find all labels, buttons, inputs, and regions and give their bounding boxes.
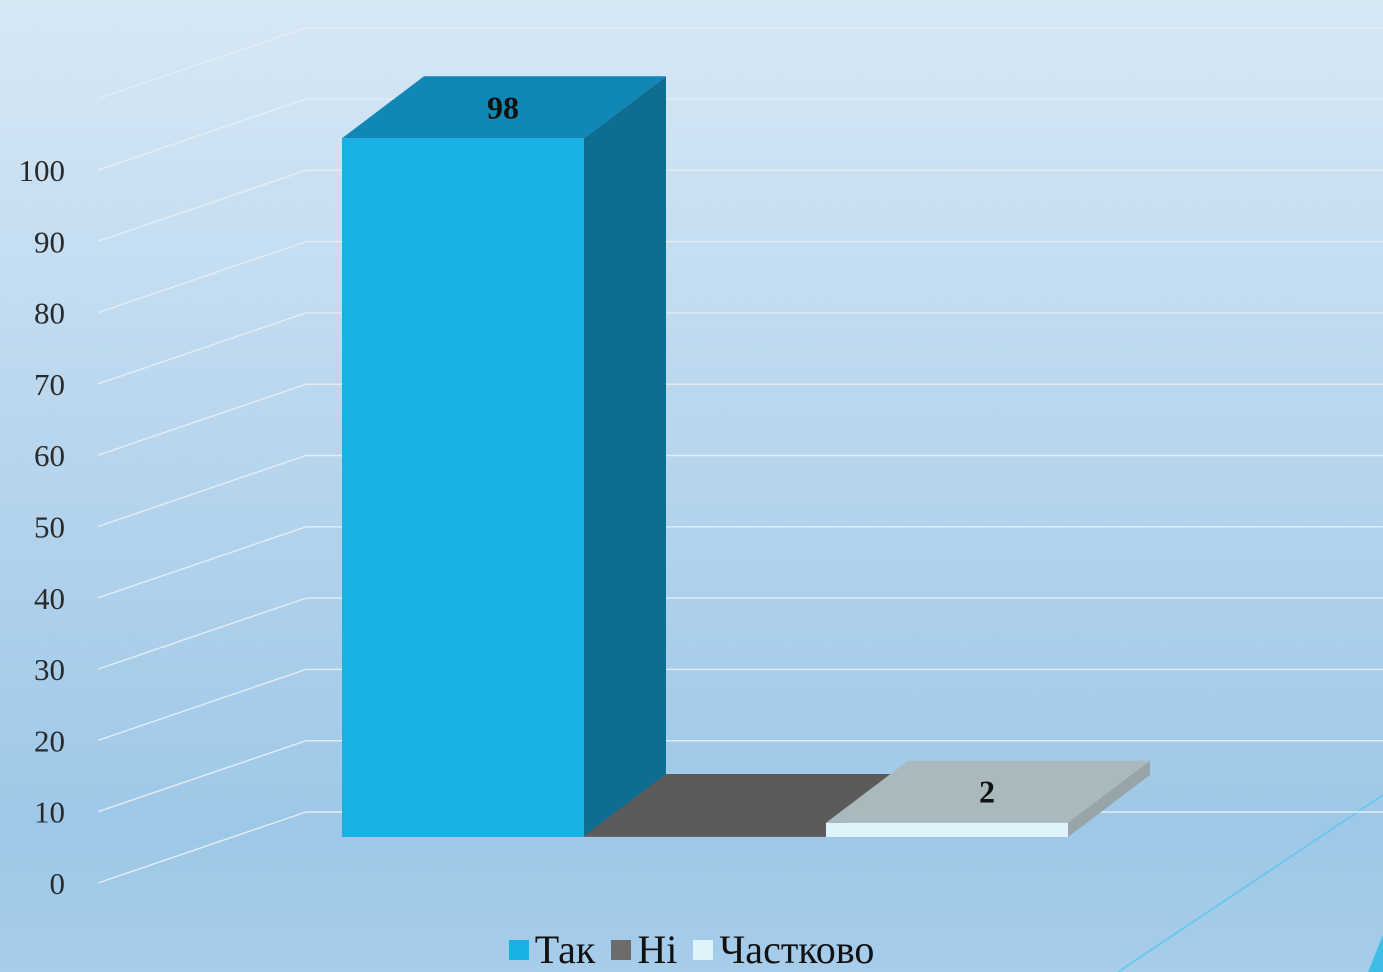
y-tick-label: 60 <box>34 438 65 473</box>
y-axis-ticks: 0 10 20 30 40 50 60 70 80 90 100 <box>19 153 66 901</box>
chart-background-decoration <box>1117 794 1383 972</box>
legend-swatch-chastkovo <box>693 940 714 960</box>
bar-side <box>584 76 666 837</box>
legend-label-ni: Ні <box>637 927 678 972</box>
legend-swatch-ni <box>611 940 632 960</box>
gridline-side <box>97 668 307 742</box>
bars <box>342 76 1150 837</box>
bar-front <box>342 138 584 837</box>
gridline-side <box>97 383 307 456</box>
legend-label-tak: Так <box>534 927 596 972</box>
corner-accent-line <box>1117 794 1383 972</box>
gridline-side <box>97 526 307 599</box>
gridline-side <box>97 597 307 670</box>
gridlines <box>97 27 1383 884</box>
y-tick-label: 80 <box>34 296 65 331</box>
y-tick-label: 100 <box>19 153 66 188</box>
bar-top <box>826 760 1150 823</box>
gridline-side <box>97 454 307 528</box>
y-tick-label: 20 <box>34 723 65 758</box>
gridline-side <box>97 740 307 813</box>
bar-top <box>342 76 666 139</box>
data-label: 2 <box>979 774 995 810</box>
y-tick-label: 50 <box>34 510 65 545</box>
legend-label-chastkovo: Частково <box>719 927 875 972</box>
gridline-side <box>97 240 307 314</box>
y-tick-label: 40 <box>34 581 65 616</box>
data-label: 98 <box>487 89 519 125</box>
gridline-side <box>97 98 307 171</box>
bar-front <box>584 836 826 837</box>
gridline-side <box>97 27 307 100</box>
gridline-side <box>97 312 307 385</box>
corner-accent-shape <box>1368 935 1383 972</box>
bar-side <box>1068 760 1150 837</box>
legend-item-tak: Так <box>508 927 596 972</box>
y-tick-label: 30 <box>34 652 65 687</box>
legend-swatch-tak <box>508 940 529 960</box>
y-tick-label: 0 <box>50 866 66 901</box>
gridline-side <box>97 811 307 884</box>
legend-item-ni: Ні <box>611 928 677 972</box>
bar-front <box>826 822 1068 837</box>
bar-top <box>584 774 908 836</box>
y-tick-label: 90 <box>34 224 65 259</box>
gridline-side <box>97 169 307 242</box>
y-tick-label: 10 <box>34 795 65 830</box>
y-tick-label: 70 <box>34 367 65 402</box>
legend: Так Ні Частково <box>0 928 1383 972</box>
data-labels: 98 2 <box>487 89 995 809</box>
legend-item-chastkovo: Частково <box>693 928 874 972</box>
